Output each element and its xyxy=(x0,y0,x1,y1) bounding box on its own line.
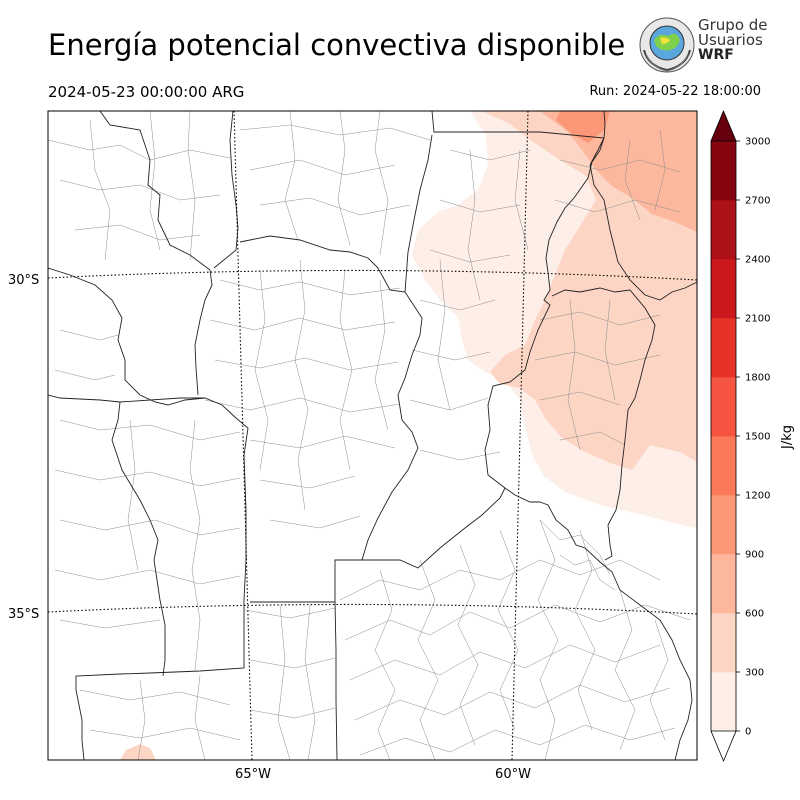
graticule xyxy=(48,111,697,760)
colorbar-tick-label: 3000 xyxy=(745,137,770,148)
boundary-line xyxy=(250,487,506,603)
colorbar-tick-label: 0 xyxy=(745,727,751,738)
colorbar-segment xyxy=(711,436,736,496)
boundary-line xyxy=(404,134,433,293)
colorbar-tick-label: 1200 xyxy=(745,491,770,502)
colorbar-tick-label: 2100 xyxy=(745,314,770,325)
cape-shading-spot xyxy=(120,744,156,760)
graticule-65w xyxy=(233,111,253,760)
boundary-line xyxy=(589,137,697,301)
colorbar-tick-label: 300 xyxy=(745,668,764,679)
boundary-line xyxy=(194,269,213,396)
colorbar-segment xyxy=(711,377,736,437)
boundary-line xyxy=(239,235,423,561)
valid-time: 2024-05-23 00:00:00 ARG xyxy=(48,83,245,101)
boundary-line xyxy=(603,111,606,139)
colorbar-tick-label: 1500 xyxy=(745,432,770,443)
wrf-group-logo: Grupo de Usuarios WRF xyxy=(638,16,768,74)
logo-line-1: Grupo de xyxy=(698,16,768,34)
colorbar: 0 300 600 900 1200 1500 1800 2100 2400 2700 3000 xyxy=(710,109,770,763)
colorbar-segment xyxy=(711,554,736,614)
colorbar-tick-label: 2700 xyxy=(745,196,770,207)
logo-line-3: WRF xyxy=(698,47,734,63)
colorbar-segment xyxy=(711,495,736,555)
logo-line-2: Usuarios xyxy=(698,31,763,49)
colorbar-tick-label: 600 xyxy=(745,609,764,620)
boundary-line xyxy=(551,287,656,561)
colorbar-segment xyxy=(711,141,736,201)
colorbar-tick-label: 1800 xyxy=(745,373,770,384)
lon-label-60w: 60°W xyxy=(495,767,531,782)
map-title: Energía potencial convectiva disponible xyxy=(48,28,626,62)
cape-shading xyxy=(120,111,697,760)
cape-shading-600-900 xyxy=(540,111,697,232)
boundary-line xyxy=(48,267,206,406)
logo-text: Grupo de Usuarios WRF xyxy=(698,18,768,63)
boundary-line xyxy=(111,401,166,677)
colorbar-segment xyxy=(711,259,736,319)
colorbar-segment xyxy=(711,318,736,378)
cape-shading-900-1200 xyxy=(556,111,610,143)
department-boundaries xyxy=(48,111,691,760)
boundary-line xyxy=(48,394,249,760)
graticule-35s xyxy=(48,603,697,615)
wrf-logo-icon xyxy=(639,17,695,73)
colorbar-under-arrow xyxy=(710,730,737,763)
boundary-line xyxy=(213,111,239,269)
run-time: Run: 2024-05-22 18:00:00 xyxy=(589,84,761,99)
boundary-line xyxy=(334,601,338,760)
boundary-line xyxy=(539,501,693,760)
colorbar-tick-label: 2400 xyxy=(745,255,770,266)
boundary-line xyxy=(99,111,211,271)
colorbar-units: J/kg xyxy=(780,425,795,450)
map-frame xyxy=(47,110,698,761)
colorbar-segment xyxy=(711,672,736,732)
colorbar-over-arrow xyxy=(710,109,737,142)
colorbar-segment xyxy=(711,200,736,260)
graticule-60w xyxy=(511,111,529,760)
colorbar-tick-label: 900 xyxy=(745,550,764,561)
lon-label-65w: 65°W xyxy=(235,767,271,782)
boundary-line xyxy=(431,111,605,503)
lat-label-30s: 30°S xyxy=(8,273,39,288)
province-boundaries xyxy=(48,111,697,760)
lat-label-35s: 35°S xyxy=(8,607,39,622)
colorbar-segment xyxy=(711,613,736,673)
